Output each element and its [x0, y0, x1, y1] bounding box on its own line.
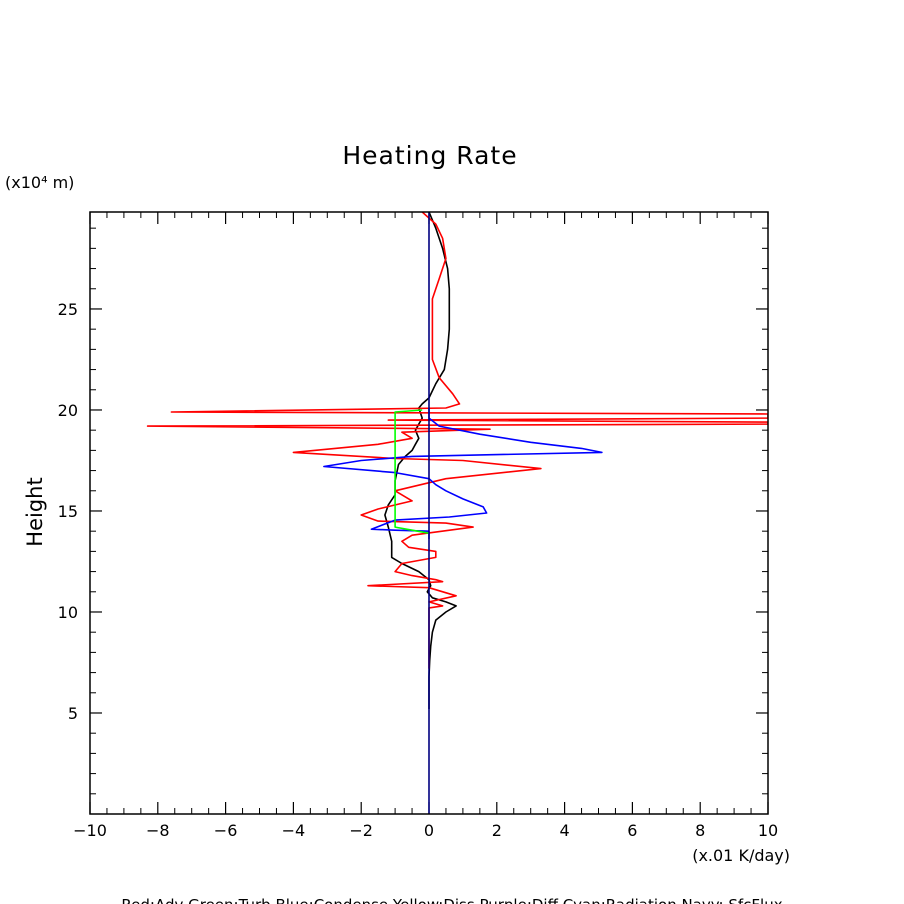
y-unit-label: (x10⁴ m): [5, 173, 74, 192]
series-line-green: [394, 409, 430, 534]
y-tick-label: 25: [58, 300, 78, 319]
x-tick-label: −10: [73, 821, 107, 840]
y-tick-label: 15: [58, 502, 78, 521]
legend-footer: Red:Adv Green:Turb Blue:Condense Yellow:…: [121, 896, 782, 904]
series-layer: [146, 212, 768, 814]
x-tick-label: −6: [214, 821, 238, 840]
x-axis-label: (x.01 K/day): [692, 846, 790, 865]
series-line-red: [146, 212, 768, 669]
y-tick-label: 20: [58, 401, 78, 420]
x-tick-label: 6: [627, 821, 637, 840]
y-tick-label: 5: [68, 704, 78, 723]
x-tick-label: −8: [146, 821, 170, 840]
x-tick-label: −4: [282, 821, 306, 840]
y-tick-label: 10: [58, 603, 78, 622]
x-tick-label: −2: [349, 821, 373, 840]
x-tick-label: 8: [695, 821, 705, 840]
chart-title: Heating Rate: [342, 141, 517, 170]
y-axis-label: Height: [23, 477, 47, 546]
plot-frame: [89, 211, 769, 815]
x-tick-label: 10: [758, 821, 778, 840]
x-tick-label: 4: [560, 821, 570, 840]
x-tick-label: 2: [492, 821, 502, 840]
x-tick-label: 0: [424, 821, 434, 840]
axis-ticks: −10 −8 −6 −4 −2 0 2 4 6 8 10 5 10 15 20 25: [58, 212, 778, 840]
